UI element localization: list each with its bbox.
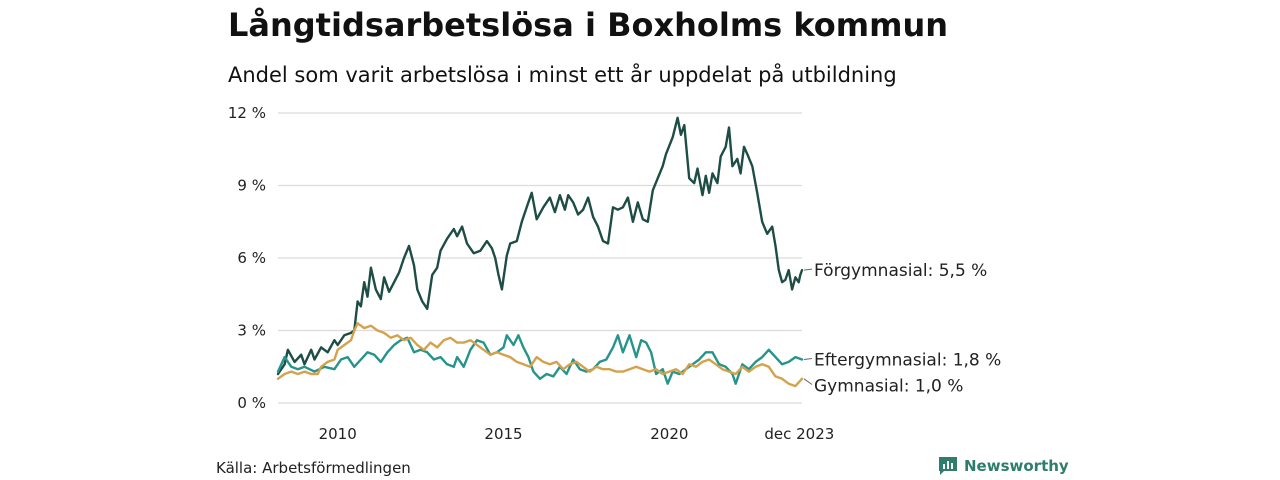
x-tick-label: 2010 [319,425,357,443]
grid-lines [278,112,802,404]
series-end-label: Gymnasial: 1,0 % [814,377,963,397]
y-tick-label: 12 % [228,104,266,122]
y-tick-label: 0 % [237,394,266,412]
x-tick-label: 2015 [484,425,522,443]
series-line-eftergymnasial [276,334,804,385]
series-end-label: Förgymnasial: 5,5 % [814,261,987,281]
x-axis-ticks: 2010 2015 2020 dec 2023 [319,425,835,443]
x-tick-label: 2020 [650,425,688,443]
y-tick-label: 6 % [237,249,266,267]
y-tick-label: 3 % [237,322,266,340]
series-end-label: Eftergymnasial: 1,8 % [814,351,1001,371]
label-connector [803,358,813,360]
brand-name: Newsworthy [964,457,1069,475]
bar-chart-bubble-icon [939,457,957,475]
series-lines [276,116,804,388]
series-line-gymnasial [276,322,804,388]
y-axis-ticks: 0 % 3 % 6 % 9 % 12 % [228,104,266,412]
source-note: Källa: Arbetsförmedlingen [216,459,411,477]
chart-title: Långtidsarbetslösa i Boxholms kommun [228,6,948,44]
label-connector [803,378,813,385]
x-tick-label: dec 2023 [764,425,834,443]
y-tick-label: 9 % [237,177,266,195]
label-connector [803,268,813,271]
chart-subtitle: Andel som varit arbetslösa i minst ett å… [228,63,897,87]
series-line-förgymnasial [276,116,804,376]
brand-logo[interactable]: Newsworthy [938,456,1069,476]
series-end-labels: Förgymnasial: 5,5 % Eftergymnasial: 1,8 %… [803,261,1001,397]
